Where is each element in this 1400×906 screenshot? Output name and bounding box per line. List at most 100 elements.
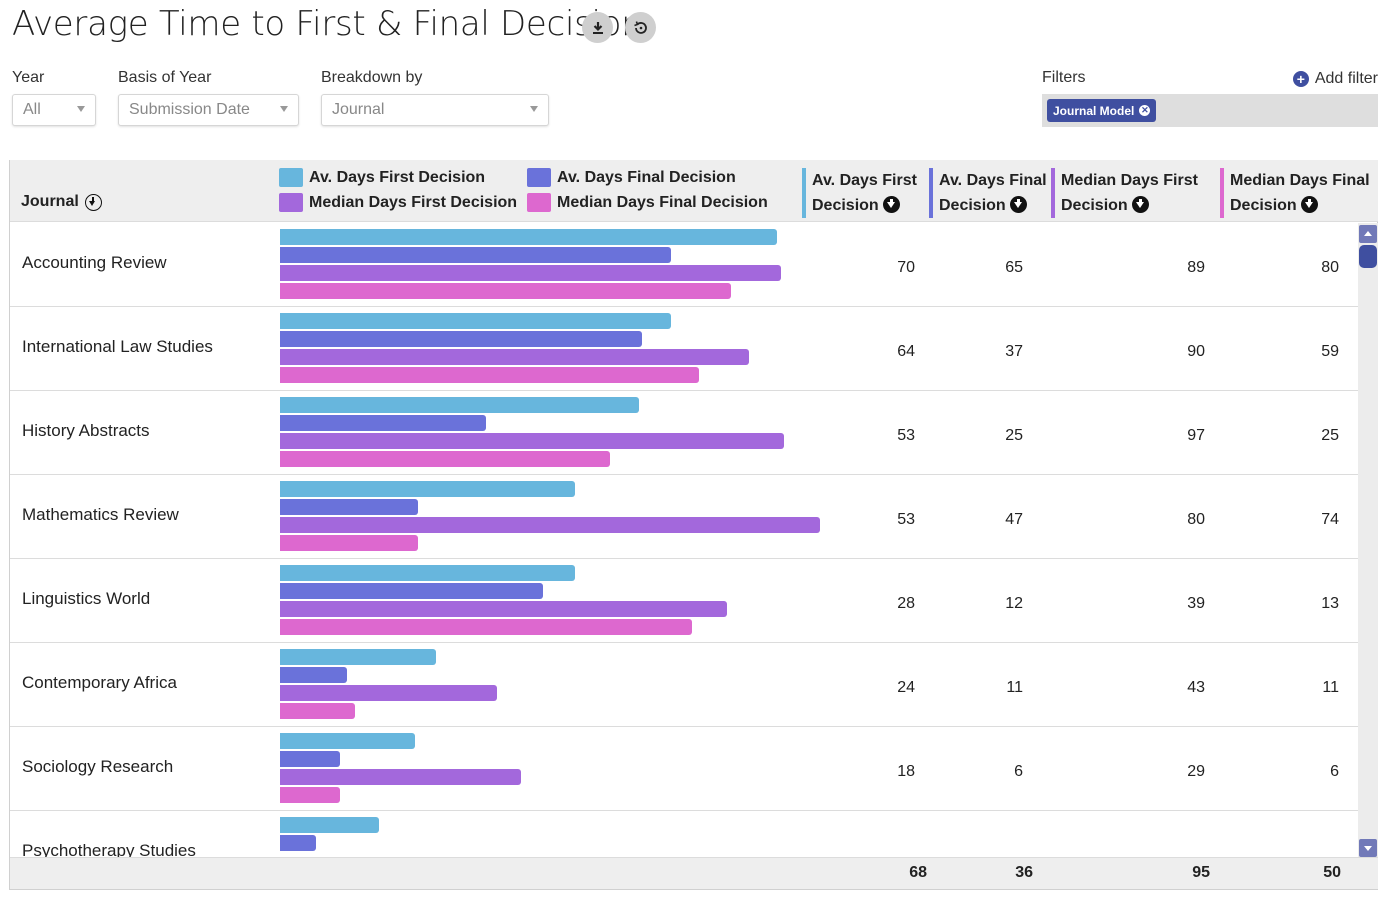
value-av-first: 18 xyxy=(897,763,915,780)
bar-av-final[interactable] xyxy=(280,499,419,515)
scroll-down-icon[interactable] xyxy=(1359,839,1377,857)
basis-select[interactable]: Submission Date xyxy=(118,94,299,126)
bar-av-first[interactable] xyxy=(280,229,777,245)
journal-name: Accounting Review xyxy=(22,253,167,272)
bar-median-final[interactable] xyxy=(280,535,419,551)
filter-chip[interactable]: Journal Model ✕ xyxy=(1047,99,1157,122)
bar-median-first[interactable] xyxy=(280,769,522,785)
legend-label: Median Days Final Decision xyxy=(557,193,768,211)
bar-av-final[interactable] xyxy=(280,583,543,599)
value-av-final: 6 xyxy=(1014,763,1023,780)
column-header-median-first[interactable]: Median Days First Decision xyxy=(1051,168,1198,218)
bar-median-first[interactable] xyxy=(280,349,749,365)
total-median-first: 95 xyxy=(1192,864,1210,881)
plus-icon: + xyxy=(1292,71,1309,87)
legend-swatch xyxy=(527,193,551,212)
value-median-first: 29 xyxy=(1187,763,1205,780)
column-header-av-first[interactable]: Av. Days First Decision xyxy=(802,168,917,218)
close-icon[interactable]: ✕ xyxy=(1139,105,1151,116)
table-row[interactable]: Sociology Research 18 6 29 6 xyxy=(10,727,1358,811)
column-header-line: Median Days Final xyxy=(1230,172,1370,189)
column-header-line: Av. Days Final xyxy=(939,172,1047,189)
value-av-final: 25 xyxy=(1005,427,1023,444)
scroll-up-icon[interactable] xyxy=(1359,225,1377,243)
add-filter-label: Add filter xyxy=(1314,70,1378,87)
sort-desc-icon xyxy=(1300,196,1318,213)
column-header-av-final[interactable]: Av. Days Final Decision xyxy=(929,168,1047,218)
value-av-first: 53 xyxy=(897,511,915,528)
bar-av-final[interactable] xyxy=(280,415,486,431)
filter-bar[interactable]: Journal Model ✕ xyxy=(1042,94,1378,127)
value-median-first: 80 xyxy=(1187,511,1205,528)
bar-av-final[interactable] xyxy=(280,247,671,263)
bar-av-first[interactable] xyxy=(280,565,575,581)
breakdown-select[interactable]: Journal xyxy=(321,94,549,126)
bar-median-final[interactable] xyxy=(280,451,611,467)
legend-swatch xyxy=(527,168,551,187)
bar-median-first[interactable] xyxy=(280,433,785,449)
year-select[interactable]: All xyxy=(12,94,96,126)
value-median-first: 97 xyxy=(1187,427,1205,444)
bar-av-first[interactable] xyxy=(280,313,671,329)
column-header-line: Decision xyxy=(812,197,879,214)
bar-av-first[interactable] xyxy=(280,397,639,413)
value-av-final: 11 xyxy=(1006,679,1023,696)
sort-icon xyxy=(84,193,102,211)
bar-median-final[interactable] xyxy=(280,367,699,383)
total-median-final: 50 xyxy=(1323,864,1341,881)
journal-name: Sociology Research xyxy=(22,757,174,776)
vertical-scrollbar[interactable] xyxy=(1358,223,1378,857)
bar-av-first[interactable] xyxy=(280,649,437,665)
bar-median-first[interactable] xyxy=(280,685,497,701)
column-header-median-final[interactable]: Median Days Final Decision xyxy=(1220,168,1370,218)
reset-icon xyxy=(633,20,647,34)
filter-chip-label: Journal Model xyxy=(1053,103,1135,118)
bar-median-first[interactable] xyxy=(280,517,820,533)
breakdown-value: Journal xyxy=(332,101,385,118)
bar-av-final[interactable] xyxy=(280,667,348,683)
chevron-down-icon xyxy=(280,106,288,112)
table-row[interactable]: Mathematics Review 53 47 80 74 xyxy=(10,475,1358,559)
bar-av-first[interactable] xyxy=(280,733,415,749)
journal-column-header[interactable]: Journal xyxy=(21,193,102,211)
table-row[interactable]: Accounting Review 70 65 89 80 xyxy=(10,223,1358,307)
bar-median-first[interactable] xyxy=(280,265,781,281)
table-footer-totals: 68 36 95 50 xyxy=(10,857,1378,889)
chevron-down-icon xyxy=(530,106,538,112)
add-filter-button[interactable]: + Add filter xyxy=(1292,70,1378,88)
table-row[interactable]: Psychotherapy Studies xyxy=(10,811,1358,857)
year-label: Year xyxy=(12,69,45,86)
scrollbar-thumb[interactable] xyxy=(1359,245,1377,268)
data-table: Journal Av. Days First Decision Av. Days… xyxy=(9,160,1378,890)
bar-av-final[interactable] xyxy=(280,751,341,767)
bar-median-first[interactable] xyxy=(280,601,728,617)
reset-button[interactable] xyxy=(625,12,656,43)
table-header: Journal Av. Days First Decision Av. Days… xyxy=(10,160,1378,222)
bar-median-final[interactable] xyxy=(280,283,731,299)
table-row[interactable]: History Abstracts 53 25 97 25 xyxy=(10,391,1358,475)
table-body: Accounting Review 70 65 89 80 International L… xyxy=(10,223,1358,857)
table-row[interactable]: Linguistics World 28 12 39 13 xyxy=(10,559,1358,643)
bar-median-final[interactable] xyxy=(280,787,341,803)
total-av-final: 36 xyxy=(1015,864,1033,881)
value-median-first: 90 xyxy=(1187,343,1205,360)
journal-name: Mathematics Review xyxy=(22,505,179,524)
table-row[interactable]: Contemporary Africa 24 11 43 11 xyxy=(10,643,1358,727)
journal-header-label: Journal xyxy=(21,193,79,210)
bar-av-first[interactable] xyxy=(280,817,380,833)
value-median-final: 13 xyxy=(1321,595,1339,612)
bar-av-final[interactable] xyxy=(280,331,643,347)
value-av-first: 70 xyxy=(897,259,915,276)
value-median-final: 11 xyxy=(1322,679,1339,696)
value-median-final: 74 xyxy=(1321,511,1339,528)
bar-median-final[interactable] xyxy=(280,703,355,719)
table-row[interactable]: International Law Studies 64 37 90 59 xyxy=(10,307,1358,391)
bar-median-final[interactable] xyxy=(280,619,692,635)
bar-av-first[interactable] xyxy=(280,481,575,497)
bar-av-final[interactable] xyxy=(280,835,316,851)
column-header-line: Av. Days First xyxy=(812,172,917,189)
download-button[interactable] xyxy=(582,12,613,43)
journal-name: International Law Studies xyxy=(22,337,213,356)
value-av-first: 24 xyxy=(897,679,915,696)
journal-name: Contemporary Africa xyxy=(22,673,177,692)
